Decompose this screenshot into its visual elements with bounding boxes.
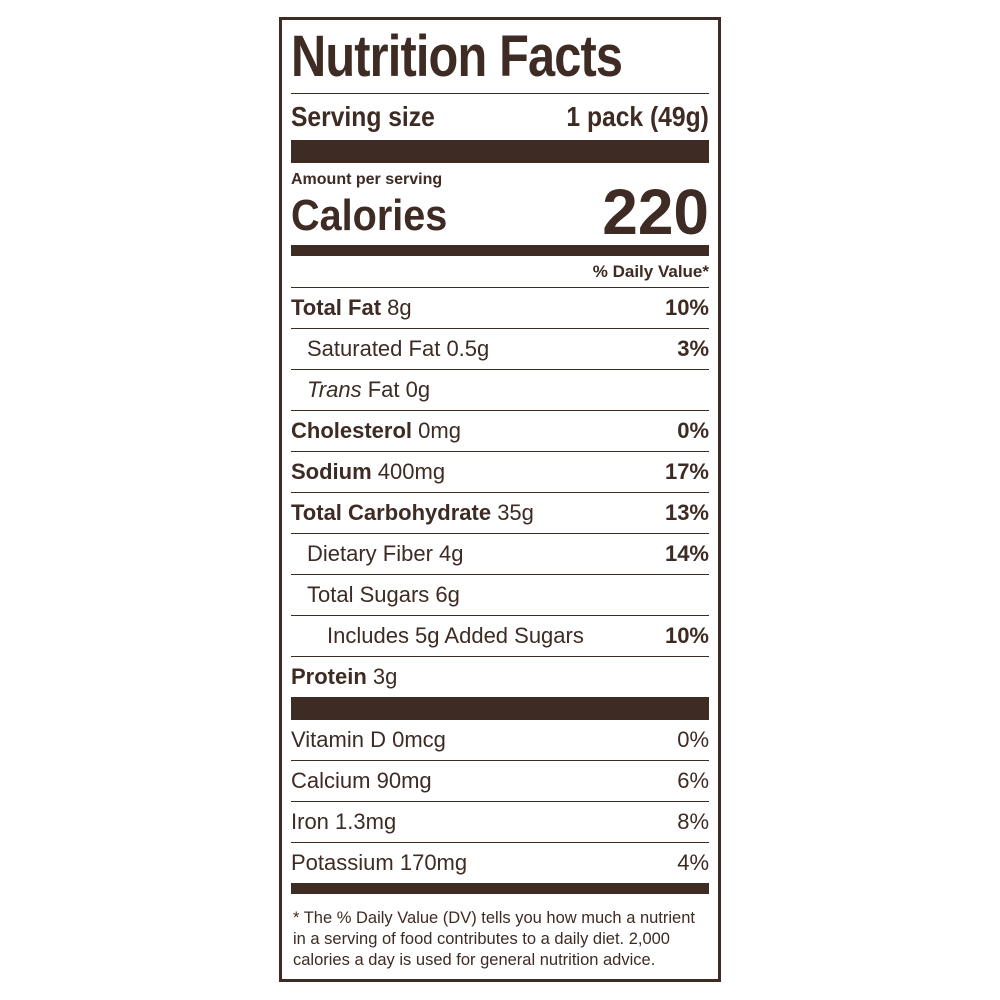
nutrient-name: Dietary Fiber [307,541,433,566]
divider [291,140,709,163]
nutrient-row: Cholesterol 0mg 0% [291,411,709,452]
serving-label: Serving size [291,101,435,132]
nutrition-label: Nutrition Facts Serving size 1 pack (49g… [279,17,721,982]
nutrient-amount: 0g [405,377,431,402]
serving-row: Serving size 1 pack (49g) [291,94,709,140]
nutrient-amount: 8g [387,295,412,320]
vitamin-dv: 0% [677,727,709,752]
nutrient-name: Fat [367,377,400,402]
nutrient-row: Total Carbohydrate 35g 13% [291,493,709,534]
nutrient-name: Protein [291,664,367,689]
nutrient-row: Trans Fat 0g [291,370,709,411]
calories-block: Amount per serving Calories 220 [291,163,709,248]
nutrient-amount: 4g [439,541,464,566]
nutrient-name: Saturated Fat [307,336,441,361]
vitamin-dv: 8% [677,809,709,834]
nutrient-row: Sodium 400mg 17% [291,452,709,493]
vitamin-row: Potassium 170mg 4% [291,843,709,883]
nutrient-amount: 0.5g [446,336,490,361]
nutrient-row: Total Fat 8g 10% [291,288,709,329]
nutrient-dv: 10% [664,295,709,320]
nutrient-name: Total Carbohydrate [291,500,492,525]
nutrient-name: Total Sugars [307,582,430,607]
nutrient-name: Total Fat [291,295,382,320]
nutrient-dv: 10% [664,623,709,648]
nutrient-dv: 0% [677,418,709,443]
vitamin-amount: 1.3mg [335,809,397,834]
amount-per-serving: Amount per serving [291,171,443,188]
nutrient-amount: 6g [435,582,460,607]
vitamin-amount: 0mcg [392,727,446,752]
vitamin-name: Vitamin D [291,727,386,752]
nutrient-dv: 17% [664,459,709,484]
nutrient-amount: 0mg [418,418,461,443]
calories-label: Calories [291,191,448,240]
vitamin-row: Vitamin D 0mcg 0% [291,720,709,761]
title: Nutrition Facts [291,24,623,89]
divider [291,883,709,894]
divider [291,245,709,256]
vitamin-name: Potassium [291,850,394,875]
nutrient-name-italic: Trans [307,377,362,402]
nutrient-amount: 35g [497,500,534,525]
divider [291,697,709,720]
nutrient-amount: 3g [372,664,398,689]
nutrient-dv: 14% [664,541,709,566]
nutrient-row: Dietary Fiber 4g 14% [291,534,709,575]
nutrient-row: Protein 3g [291,657,709,697]
nutrient-name: Cholesterol [291,418,413,443]
vitamin-name: Calcium [291,768,371,793]
vitamin-amount: 170mg [399,850,468,875]
nutrient-name: Includes 5g Added Sugars [327,623,584,648]
vitamin-row: Calcium 90mg 6% [291,761,709,802]
nutrient-dv: 13% [664,500,709,525]
nutrient-dv: 3% [677,336,709,361]
nutrient-name: Sodium [291,459,372,484]
nutrient-row: Total Sugars 6g [291,575,709,616]
vitamin-row: Iron 1.3mg 8% [291,802,709,843]
vitamin-name: Iron [291,809,329,834]
vitamin-dv: 4% [677,850,709,875]
calories-value: 220 [602,176,709,248]
nutrient-amount: 400mg [377,459,446,484]
dv-header: % Daily Value* [291,256,709,288]
footnote: * The % Daily Value (DV) tells you how m… [293,909,695,969]
vitamin-dv: 6% [677,768,709,793]
nutrient-row: Includes 5g Added Sugars 10% [291,616,709,657]
title-row: Nutrition Facts [291,20,709,94]
nutrient-row: Saturated Fat 0.5g 3% [291,329,709,370]
serving-value: 1 pack (49g) [566,101,709,132]
vitamin-amount: 90mg [376,768,432,793]
